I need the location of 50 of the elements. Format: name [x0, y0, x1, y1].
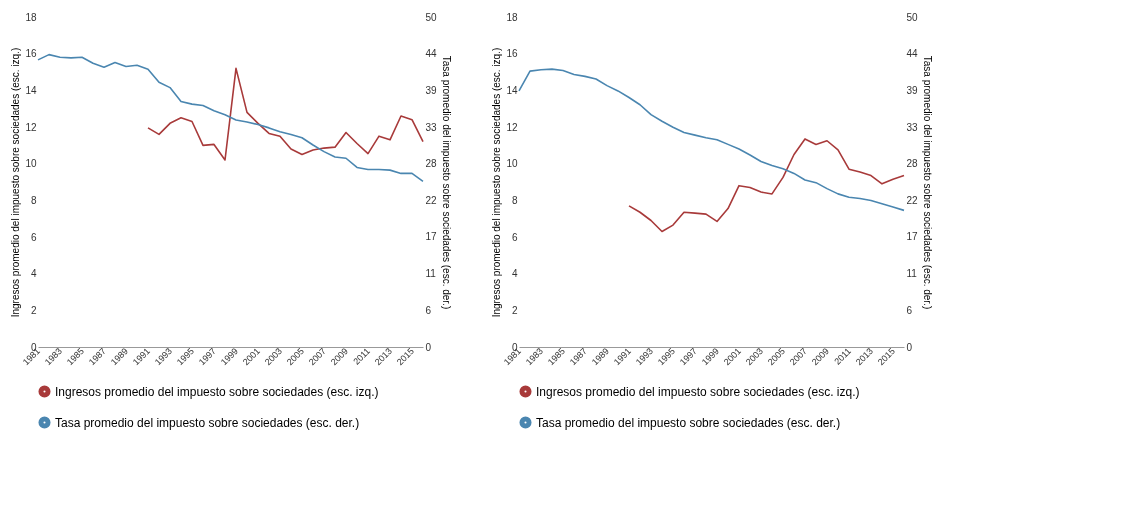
y-axis-title: Ingresos promedio del impuesto sobre sociedades (esc. izq.)	[10, 47, 22, 318]
line-series	[628, 138, 905, 233]
y-tick-label: 2	[511, 304, 518, 316]
y2-tick-label: 6	[906, 304, 913, 316]
y-tick-label: 16	[506, 48, 518, 60]
y-axis-title: Ingresos promedio del impuesto sobre sociedades (esc. izq.)	[491, 47, 503, 318]
line-series	[518, 68, 905, 212]
legend-label: Tasa promedio del impuesto sobre sociedades (esc. der.)	[536, 415, 841, 430]
y-tick-label: 18	[506, 11, 518, 23]
y-tick-label: 14	[506, 84, 518, 96]
y-tick-label: 10	[506, 158, 518, 170]
y2-tick-label: 44	[425, 48, 438, 60]
legend-label: Ingresos promedio del impuesto sobre sociedades (esc. izq.)	[55, 384, 379, 399]
y-tick-label: 6	[30, 231, 37, 243]
y2-tick-label: 11	[906, 268, 918, 280]
y2-tick-label: 22	[425, 194, 438, 206]
y2-tick-label: 0	[906, 341, 913, 353]
y-tick-label: 18	[25, 11, 37, 23]
y2-tick-label: 33	[906, 121, 919, 133]
y2-tick-label: 17	[906, 231, 919, 243]
y2-tick-label: 50	[425, 11, 438, 23]
y-tick-label: 12	[506, 121, 518, 133]
legend-label: Ingresos promedio del impuesto sobre sociedades (esc. izq.)	[536, 384, 860, 399]
y2-tick-label: 39	[425, 84, 438, 96]
y2-axis-title: Tasa promedio del impuesto sobre sociedades (esc. der.)	[440, 55, 452, 310]
y-tick-label: 4	[511, 268, 518, 280]
y2-tick-label: 17	[425, 231, 438, 243]
y2-axis-title: Tasa promedio del impuesto sobre sociedades (esc. der.)	[921, 55, 933, 310]
y-tick-label: 4	[30, 268, 37, 280]
y2-tick-label: 39	[906, 84, 919, 96]
y-tick-label: 10	[25, 158, 37, 170]
y-tick-label: 6	[511, 231, 518, 243]
y2-tick-label: 28	[906, 158, 919, 170]
y2-tick-label: 28	[425, 158, 438, 170]
y-tick-label: 14	[25, 84, 37, 96]
y-tick-label: 16	[25, 48, 37, 60]
y2-tick-label: 50	[906, 11, 919, 23]
y2-tick-label: 22	[906, 194, 919, 206]
y2-tick-label: 11	[425, 268, 437, 280]
y2-tick-label: 44	[906, 48, 919, 60]
y-tick-label: 8	[30, 194, 37, 206]
y-tick-label: 12	[25, 121, 37, 133]
line-series	[37, 53, 424, 183]
y-tick-label: 2	[30, 304, 37, 316]
y-tick-label: 8	[511, 194, 518, 206]
y2-tick-label: 0	[425, 341, 432, 353]
y2-tick-label: 33	[425, 121, 438, 133]
line-series	[147, 67, 424, 161]
legend-label: Tasa promedio del impuesto sobre sociedades (esc. der.)	[55, 415, 360, 430]
y2-tick-label: 6	[425, 304, 432, 316]
